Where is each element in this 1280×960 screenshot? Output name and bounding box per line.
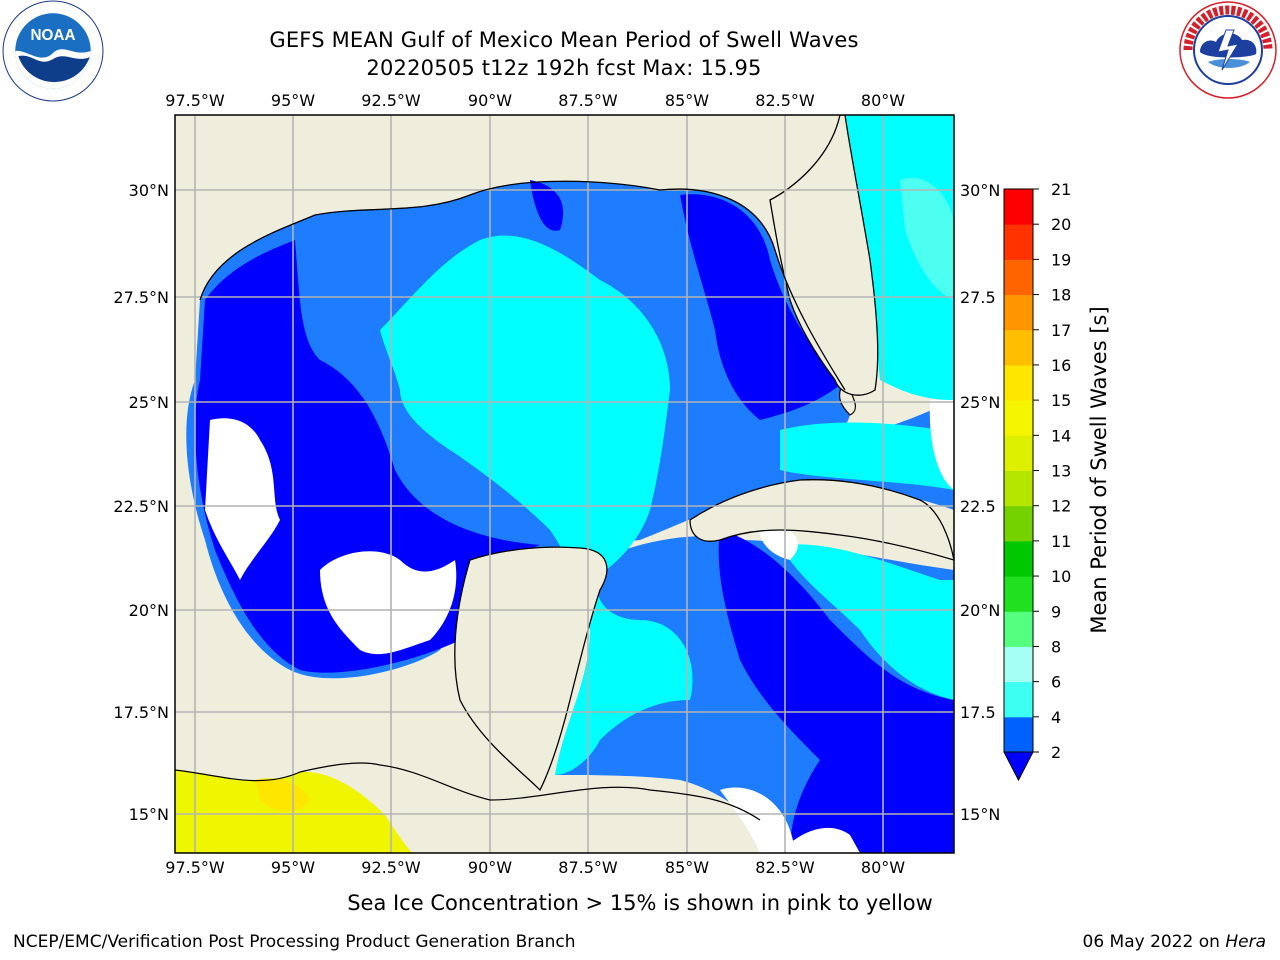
- colorbar-tick-label: 16: [1051, 356, 1071, 375]
- lon-label: 82.5°W: [755, 858, 815, 877]
- lon-labels-bottom: 97.5°W 95°W 92.5°W 90°W 87.5°W 85°W 82.5…: [165, 858, 905, 877]
- lat-label: 22.5: [960, 497, 996, 516]
- lon-labels-top: 97.5°W 95°W 92.5°W 90°W 87.5°W 85°W 82.5…: [165, 91, 905, 110]
- colorbar-segment: [1004, 224, 1033, 260]
- sea-ice-core: [255, 778, 310, 812]
- missing-patch-2: [320, 551, 457, 655]
- band-2-4-ms-delta: [530, 180, 564, 231]
- colorbar-tick-label: 14: [1051, 426, 1071, 445]
- map-frame: [174, 114, 955, 854]
- colorbar-tick-label: 20: [1051, 215, 1071, 234]
- colorbar-segment: [1004, 400, 1033, 436]
- colorbar-segment: [1004, 540, 1033, 577]
- colorbar-segment: [1004, 294, 1033, 331]
- lon-label: 80°W: [861, 91, 905, 110]
- band-6-8-caribbean: [780, 544, 954, 700]
- colorbar-extend-arrow: [1003, 751, 1034, 782]
- yucatan-landmass: [454, 546, 608, 792]
- colorbar-tick-label: 10: [1051, 567, 1071, 586]
- colorbar-segment: [1004, 576, 1033, 612]
- lon-label: 85°W: [665, 858, 709, 877]
- lat-label: 30°N: [960, 181, 1000, 200]
- colorbar-segment: [1004, 646, 1033, 683]
- lon-label: 95°W: [271, 858, 315, 877]
- lat-label: 22.5°N: [113, 497, 169, 516]
- lat-labels-left: 30°N 27.5°N 25°N 22.5°N 20°N 17.5°N 15°N: [113, 181, 169, 824]
- colorbar-tick-label: 8: [1051, 637, 1061, 656]
- lon-label: 87.5°W: [558, 858, 618, 877]
- colorbar-tick-label: 12: [1051, 497, 1071, 516]
- band-2-4-east: [680, 194, 840, 420]
- lon-label: 85°W: [665, 91, 709, 110]
- lat-label: 25°N: [129, 393, 169, 412]
- credit-text: NCEP/EMC/Verification Post Processing Pr…: [13, 932, 576, 952]
- page-subtitle: 20220505 t12z 192h fcst Max: 15.95: [366, 56, 762, 80]
- lat-label: 17.5°N: [113, 703, 169, 722]
- lon-label: 90°W: [468, 858, 512, 877]
- lon-label: 95°W: [271, 91, 315, 110]
- lat-label: 27.5°N: [113, 288, 169, 307]
- colorbar-tick-label: 2: [1051, 743, 1061, 762]
- missing-patch-5: [720, 787, 795, 853]
- colorbar-segment: [1004, 611, 1033, 647]
- colorbar-label: Mean Period of Swell Waves [s]: [1087, 306, 1111, 633]
- colorbar-tick-label: 21: [1051, 180, 1071, 199]
- lat-labels-right: 30°N 27.5 25°N 22.5 20°N 17.5 15°N: [960, 181, 1000, 824]
- colorbar-segment: [1004, 364, 1033, 401]
- colorbar-segment: [1004, 329, 1033, 366]
- lon-label: 82.5°W: [755, 91, 815, 110]
- colorbar-tick-label: 4: [1051, 708, 1061, 727]
- colorbar-segment: [1004, 681, 1033, 718]
- lon-label: 80°W: [861, 858, 905, 877]
- colorbar-tick-label: 19: [1051, 250, 1071, 269]
- colorbar-segment: [1004, 505, 1033, 542]
- date-label: 06 May 2022 on: [1082, 932, 1226, 952]
- band-6-8-straits: [780, 422, 954, 490]
- page-title: GEFS MEAN Gulf of Mexico Mean Period of …: [269, 28, 859, 52]
- missing-patch-6: [780, 827, 860, 853]
- colorbar-segment: [1004, 716, 1033, 753]
- lon-label: 87.5°W: [558, 91, 618, 110]
- colorbar-tick-label: 15: [1051, 391, 1071, 410]
- florida-peninsula: [769, 115, 879, 396]
- missing-patch-1: [205, 418, 280, 580]
- lat-label: 15°N: [129, 805, 169, 824]
- lon-label: 97.5°W: [165, 858, 225, 877]
- gulf-coastline: [199, 180, 846, 391]
- colorbar-segment: [1004, 470, 1033, 507]
- lon-label: 92.5°W: [361, 91, 421, 110]
- colorbar: 2 4 6 8 9 10 11 12 13 14 15 16 17 18 19 20 21: [1003, 180, 1071, 782]
- noaa-logo: NOAA: [2, 0, 104, 102]
- colorbar-tick-label: 18: [1051, 286, 1071, 305]
- lat-label: 30°N: [129, 181, 169, 200]
- colorbar-segment: [1004, 259, 1033, 296]
- lon-label: 90°W: [468, 91, 512, 110]
- lat-label: 25°N: [960, 393, 1000, 412]
- atlantic-band-8-9: [900, 178, 954, 300]
- central-america-coastline: [175, 762, 761, 821]
- nws-logo: [1179, 1, 1277, 99]
- colorbar-tick-label: 6: [1051, 673, 1061, 692]
- missing-patch-4: [929, 400, 954, 490]
- lat-label: 20°N: [960, 601, 1000, 620]
- map-caption: Sea Ice Concentration > 15% is shown in …: [347, 891, 933, 915]
- colorbar-tick-label: 13: [1051, 462, 1071, 481]
- colorbar-segment: [1004, 435, 1033, 471]
- machine-name: Hera: [1225, 932, 1266, 952]
- colorbar-tick-label: 9: [1051, 602, 1061, 621]
- lon-label: 97.5°W: [165, 91, 225, 110]
- date-text: 06 May 2022 on Hera: [1083, 932, 1267, 952]
- map-panel: [175, 115, 954, 853]
- colorbar-segment: [1004, 189, 1033, 225]
- lat-label: 15°N: [960, 805, 1000, 824]
- lat-label: 17.5: [960, 703, 996, 722]
- graticule: [175, 115, 954, 853]
- lon-label: 92.5°W: [361, 858, 421, 877]
- colorbar-tick-label: 17: [1051, 321, 1071, 340]
- lat-label: 27.5: [960, 288, 996, 307]
- lat-label: 20°N: [129, 601, 169, 620]
- noaa-logo-text: NOAA: [31, 27, 76, 44]
- colorbar-tick-label: 11: [1051, 532, 1071, 551]
